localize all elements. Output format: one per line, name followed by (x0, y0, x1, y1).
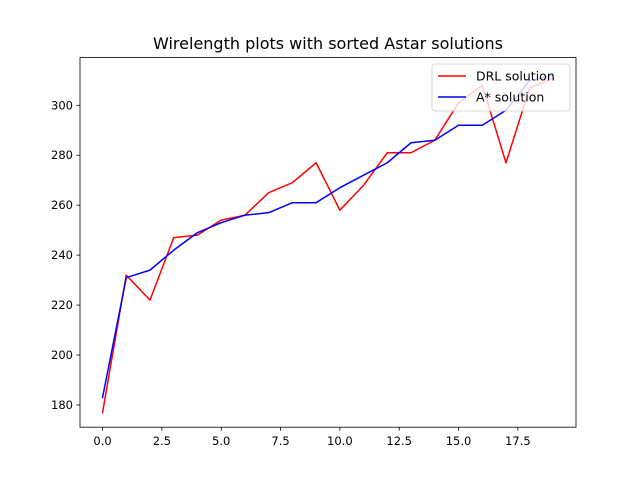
x-tick-label: 10.0 (327, 434, 353, 448)
y-tick-label: 240 (51, 248, 73, 262)
y-axis: 180 200 220 240 260 280 300 (51, 98, 80, 412)
legend-label: DRL solution (476, 69, 555, 84)
x-tick-label: 2.5 (153, 434, 171, 448)
series-line-2 (101, 74, 555, 399)
legend-label: A* solution (476, 90, 544, 105)
y-tick-label: 220 (51, 298, 73, 312)
y-tick-label: 300 (51, 98, 73, 112)
y-tick-label: 200 (51, 348, 73, 362)
x-tick-label: 0.0 (93, 434, 111, 448)
x-tick-label: 12.5 (386, 434, 412, 448)
x-tick-label: 5.0 (212, 434, 230, 448)
y-tick-label: 180 (51, 398, 73, 412)
x-tick-label: 17.5 (505, 434, 531, 448)
chart-title: Wirelength plots with sorted Astar solut… (153, 34, 503, 53)
legend-box (431, 63, 571, 112)
y-tick-label: 280 (51, 148, 73, 162)
x-axis: 0.0 2.5 5.0 7.5 10.0 12.5 15.0 17.5 (93, 427, 531, 448)
x-tick-label: 7.5 (271, 434, 289, 448)
x-tick-label: 15.0 (446, 434, 472, 448)
legend: DRL solution A* solution (431, 63, 571, 112)
y-tick-label: 260 (51, 198, 73, 212)
plot-frame (79, 57, 577, 428)
